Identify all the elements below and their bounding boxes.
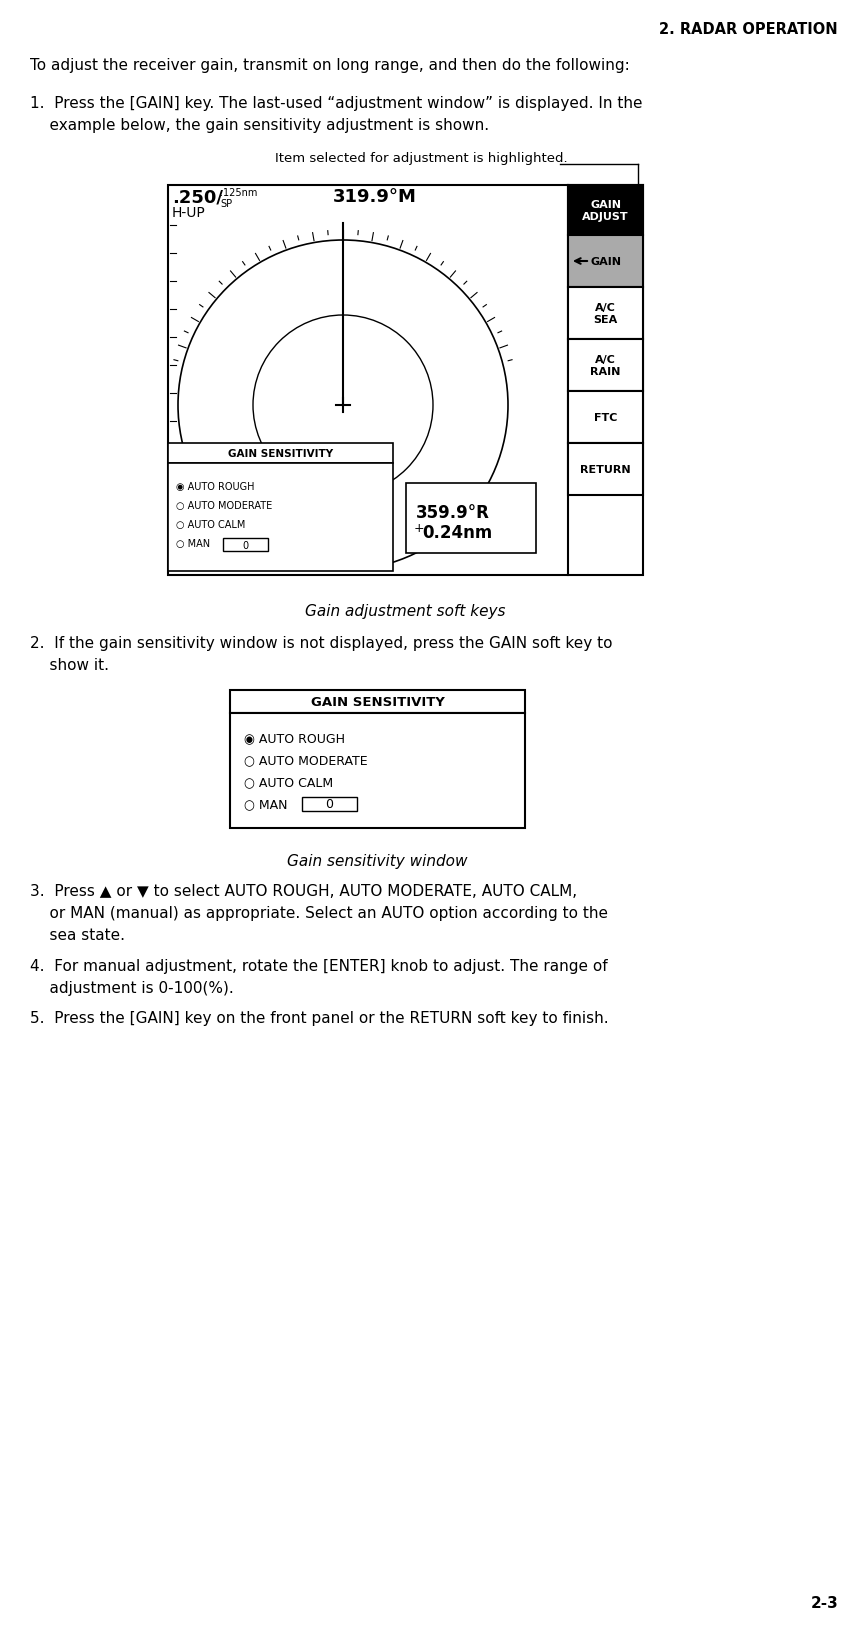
Text: 1.  Press the [GAIN] key. The last-used “adjustment window” is displayed. In the: 1. Press the [GAIN] key. The last-used “… [30, 96, 642, 111]
Text: 3.  Press ▲ or ▼ to select AUTO ROUGH, AUTO MODERATE, AUTO CALM,: 3. Press ▲ or ▼ to select AUTO ROUGH, AU… [30, 883, 577, 899]
Bar [568, 444, 643, 496]
Text: 2. RADAR OPERATION: 2. RADAR OPERATION [659, 21, 838, 38]
Bar [302, 798, 357, 811]
Text: A/C
RAIN: A/C RAIN [590, 356, 621, 377]
Text: example below, the gain sensitivity adjustment is shown.: example below, the gain sensitivity adju… [30, 118, 489, 132]
Text: 2-3: 2-3 [811, 1594, 838, 1611]
Text: GAIN: GAIN [590, 256, 621, 268]
Text: 0: 0 [242, 540, 248, 550]
Text: 0.24nm: 0.24nm [422, 524, 492, 542]
Ellipse shape [253, 317, 433, 496]
Text: 359.9°R: 359.9°R [416, 504, 490, 522]
Ellipse shape [178, 242, 508, 571]
Text: A/C
SEA: A/C SEA [593, 304, 617, 325]
Text: .125nm: .125nm [220, 188, 257, 197]
Text: .250/: .250/ [172, 188, 223, 206]
Bar [230, 690, 525, 713]
Text: show it.: show it. [30, 658, 109, 672]
Bar [406, 483, 536, 553]
Bar [223, 539, 268, 552]
Text: 0: 0 [325, 798, 333, 811]
Text: 5.  Press the [GAIN] key on the front panel or the RETURN soft key to finish.: 5. Press the [GAIN] key on the front pan… [30, 1010, 609, 1025]
Text: ○ MAN: ○ MAN [176, 539, 210, 548]
Bar [568, 186, 643, 237]
Text: ○ MAN: ○ MAN [244, 798, 287, 811]
Text: GAIN SENSITIVITY: GAIN SENSITIVITY [228, 449, 333, 459]
Text: 319.9°M: 319.9°M [333, 188, 417, 206]
Text: ◉ AUTO ROUGH: ◉ AUTO ROUGH [244, 731, 345, 744]
Text: or MAN (manual) as appropriate. Select an AUTO option according to the: or MAN (manual) as appropriate. Select a… [30, 906, 608, 920]
Text: GAIN
ADJUST: GAIN ADJUST [582, 201, 628, 222]
Text: sea state.: sea state. [30, 927, 125, 942]
Text: ○ AUTO CALM: ○ AUTO CALM [244, 775, 333, 788]
Text: FTC: FTC [594, 413, 617, 423]
Text: +: + [414, 522, 425, 535]
Bar [230, 713, 525, 829]
Text: RETURN: RETURN [581, 465, 631, 475]
Text: ○ AUTO MODERATE: ○ AUTO MODERATE [244, 754, 368, 767]
Bar [568, 339, 643, 392]
Text: H-UP: H-UP [172, 206, 206, 220]
Text: Item selected for adjustment is highlighted.: Item selected for adjustment is highligh… [275, 152, 568, 165]
Text: Gain sensitivity window: Gain sensitivity window [287, 854, 468, 868]
Text: ○ AUTO CALM: ○ AUTO CALM [176, 519, 245, 530]
Bar [168, 463, 393, 571]
Bar [568, 392, 643, 444]
Text: 4.  For manual adjustment, rotate the [ENTER] knob to adjust. The range of: 4. For manual adjustment, rotate the [EN… [30, 958, 608, 973]
Text: ◉ AUTO ROUGH: ◉ AUTO ROUGH [176, 481, 255, 491]
Text: GAIN SENSITIVITY: GAIN SENSITIVITY [310, 695, 445, 708]
Text: 2.  If the gain sensitivity window is not displayed, press the GAIN soft key to: 2. If the gain sensitivity window is not… [30, 635, 612, 651]
Bar [168, 444, 393, 463]
Text: ○ AUTO MODERATE: ○ AUTO MODERATE [176, 501, 272, 511]
Text: SP: SP [220, 199, 232, 209]
Bar [168, 186, 643, 576]
Text: To adjust the receiver gain, transmit on long range, and then do the following:: To adjust the receiver gain, transmit on… [30, 59, 630, 73]
Text: Gain adjustment soft keys: Gain adjustment soft keys [305, 604, 506, 619]
Bar [568, 287, 643, 339]
Bar [568, 237, 643, 287]
Text: adjustment is 0-100(%).: adjustment is 0-100(%). [30, 981, 233, 996]
